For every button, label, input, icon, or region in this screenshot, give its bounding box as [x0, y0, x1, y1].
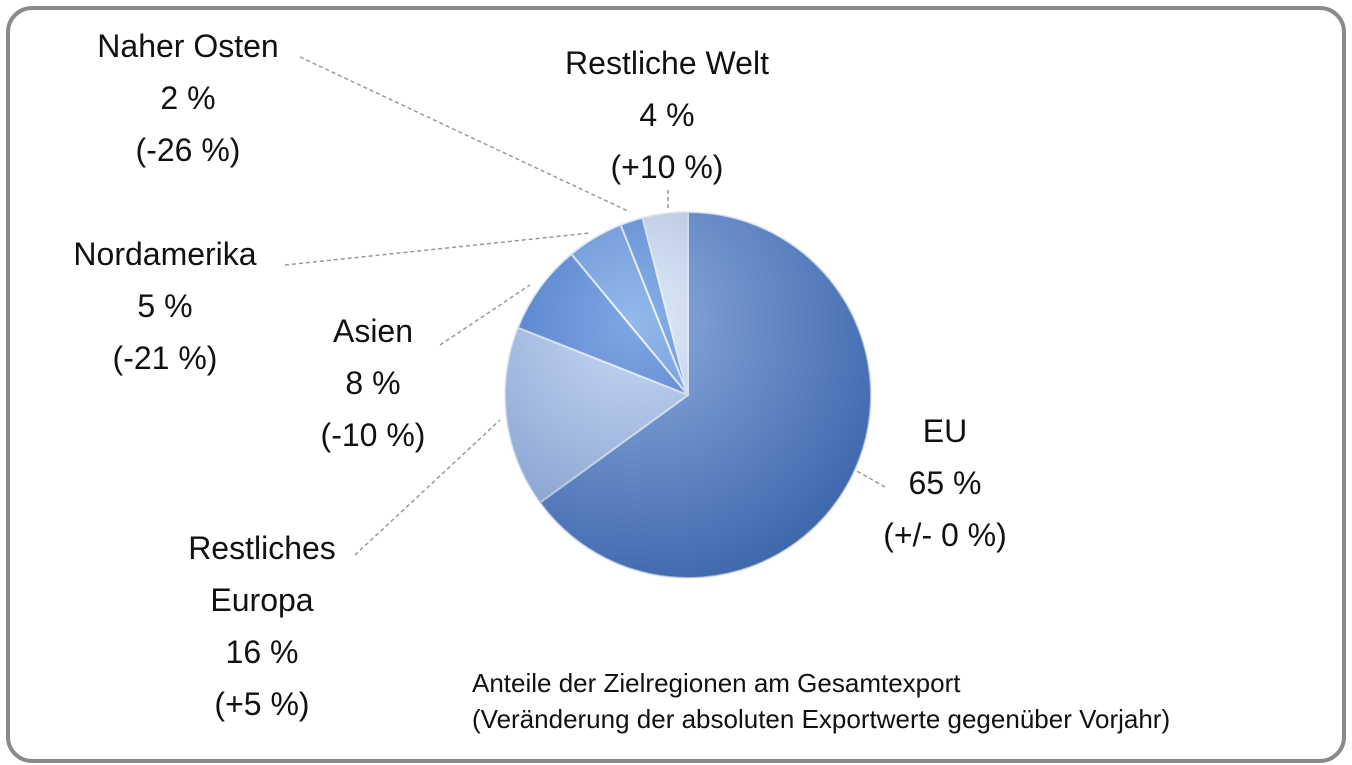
frame	[6, 6, 1346, 763]
value-label: 2 %	[160, 80, 216, 116]
slice-label: Nordamerika 5 % (-21 %)	[73, 228, 256, 384]
change-label: (-10 %)	[320, 417, 426, 453]
note: (Veränderung der absoluten Exportwerte g…	[472, 704, 1171, 734]
category-label: Asien	[332, 313, 414, 349]
change-label: (-26 %)	[135, 132, 241, 168]
category-label: Restliches Europa	[188, 530, 336, 618]
leader-line	[354, 419, 501, 556]
value-label: 8 %	[345, 365, 401, 401]
change-label: (+/- 0 %)	[883, 517, 1007, 553]
leader-line	[284, 232, 591, 266]
slice-label: EU 65 % (+/- 0 %)	[883, 405, 1007, 561]
value-label: 16 %	[225, 634, 299, 670]
category-label: EU	[922, 413, 968, 449]
category-label: Naher Osten	[97, 28, 279, 64]
category-label: Restliche Welt	[565, 45, 769, 81]
value-label: 4 %	[639, 97, 695, 133]
change-label: (+10 %)	[610, 149, 724, 185]
value-label: 5 %	[137, 288, 193, 324]
change-label: (-21 %)	[112, 340, 218, 376]
slice-label: Asien 8 % (-10 %)	[321, 305, 426, 461]
leader-line	[299, 56, 631, 213]
note: Anteile der Zielregionen am Gesamtexport	[472, 668, 961, 698]
category-label: Nordamerika	[73, 236, 257, 272]
change-label: (+5 %)	[214, 686, 310, 722]
leader-line	[854, 469, 886, 488]
value-label: 65 %	[908, 465, 982, 501]
slice-label: Restliche Welt 4 % (+10 %)	[565, 37, 769, 193]
slice-label: Restliches Europa 16 % (+5 %)	[162, 522, 362, 730]
slice-label: Naher Osten 2 % (-26 %)	[97, 20, 278, 176]
